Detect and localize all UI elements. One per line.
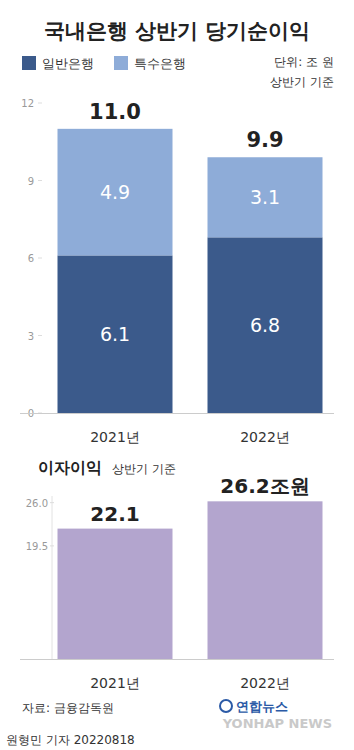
bar-segment bbox=[58, 129, 173, 256]
y-tick bbox=[38, 258, 42, 259]
x-tick-label: 2021년 bbox=[90, 675, 140, 691]
y-tick-label: 9 bbox=[28, 176, 34, 187]
byline: 원형민 기자 20220818 bbox=[6, 733, 135, 747]
y-tick-label: 19.5 bbox=[26, 541, 48, 552]
baseline bbox=[20, 413, 334, 414]
bar bbox=[58, 529, 173, 659]
data-label: 6.1 bbox=[100, 323, 130, 345]
plot-area bbox=[58, 501, 323, 659]
chart-title: 이자이익 bbox=[38, 458, 102, 477]
x-tick-label: 2022년 bbox=[240, 429, 290, 445]
legend-swatch bbox=[22, 56, 36, 70]
y-tick-label: 6 bbox=[28, 253, 34, 264]
y-tick bbox=[38, 180, 42, 181]
x-tick-label: 2022년 bbox=[240, 675, 290, 691]
chart-title: 국내은행 상반기 당기순이익 bbox=[44, 19, 311, 43]
logo: 연합뉴스 bbox=[236, 699, 288, 714]
baseline bbox=[20, 659, 334, 660]
subtitle: 상반기 기준 bbox=[270, 75, 334, 89]
y-tick bbox=[50, 502, 54, 503]
data-label: 6.8 bbox=[250, 314, 280, 336]
legend-label: 특수은행 bbox=[134, 56, 186, 71]
y-tick bbox=[38, 103, 42, 104]
data-label: 26.2조원 bbox=[220, 474, 309, 498]
bar-segment bbox=[208, 157, 323, 237]
bar bbox=[208, 501, 323, 659]
watermark: YONHAP NEWS bbox=[222, 716, 332, 731]
total-label: 11.0 bbox=[89, 100, 141, 124]
data-labels: 6.1 4.9 11.0 6.8 3.1 9.9 bbox=[89, 100, 284, 345]
bar-segment bbox=[58, 255, 173, 413]
data-labels: 22.1 26.2조원 bbox=[90, 474, 309, 525]
legend-label: 일반은행 bbox=[42, 56, 94, 71]
source: 자료: 금융감독원 bbox=[22, 701, 114, 715]
logo-mark bbox=[220, 700, 232, 712]
infographic: 국내은행 상반기 당기순이익단위: 조 원상반기 기준일반은행특수은행03691… bbox=[0, 0, 354, 750]
legend: 일반은행 특수은행 bbox=[22, 56, 186, 71]
subtitle: 상반기 기준 bbox=[112, 462, 176, 476]
data-label: 3.1 bbox=[250, 186, 280, 208]
y-tick-label: 3 bbox=[28, 331, 34, 342]
unit-label: 단위: 조 원 bbox=[274, 55, 334, 69]
legend-swatch bbox=[114, 56, 128, 70]
bar-segment bbox=[208, 237, 323, 413]
background bbox=[0, 0, 354, 750]
data-label: 22.1 bbox=[90, 502, 139, 526]
y-tick bbox=[38, 335, 42, 336]
y-axis-line bbox=[52, 496, 53, 659]
y-tick bbox=[50, 545, 54, 546]
y-tick-label: 12 bbox=[21, 98, 34, 109]
y-tick-label: 26.0 bbox=[26, 498, 48, 509]
x-tick-label: 2021년 bbox=[90, 429, 140, 445]
data-label: 4.9 bbox=[100, 181, 130, 203]
plot-area bbox=[58, 129, 323, 413]
total-label: 9.9 bbox=[246, 128, 283, 152]
